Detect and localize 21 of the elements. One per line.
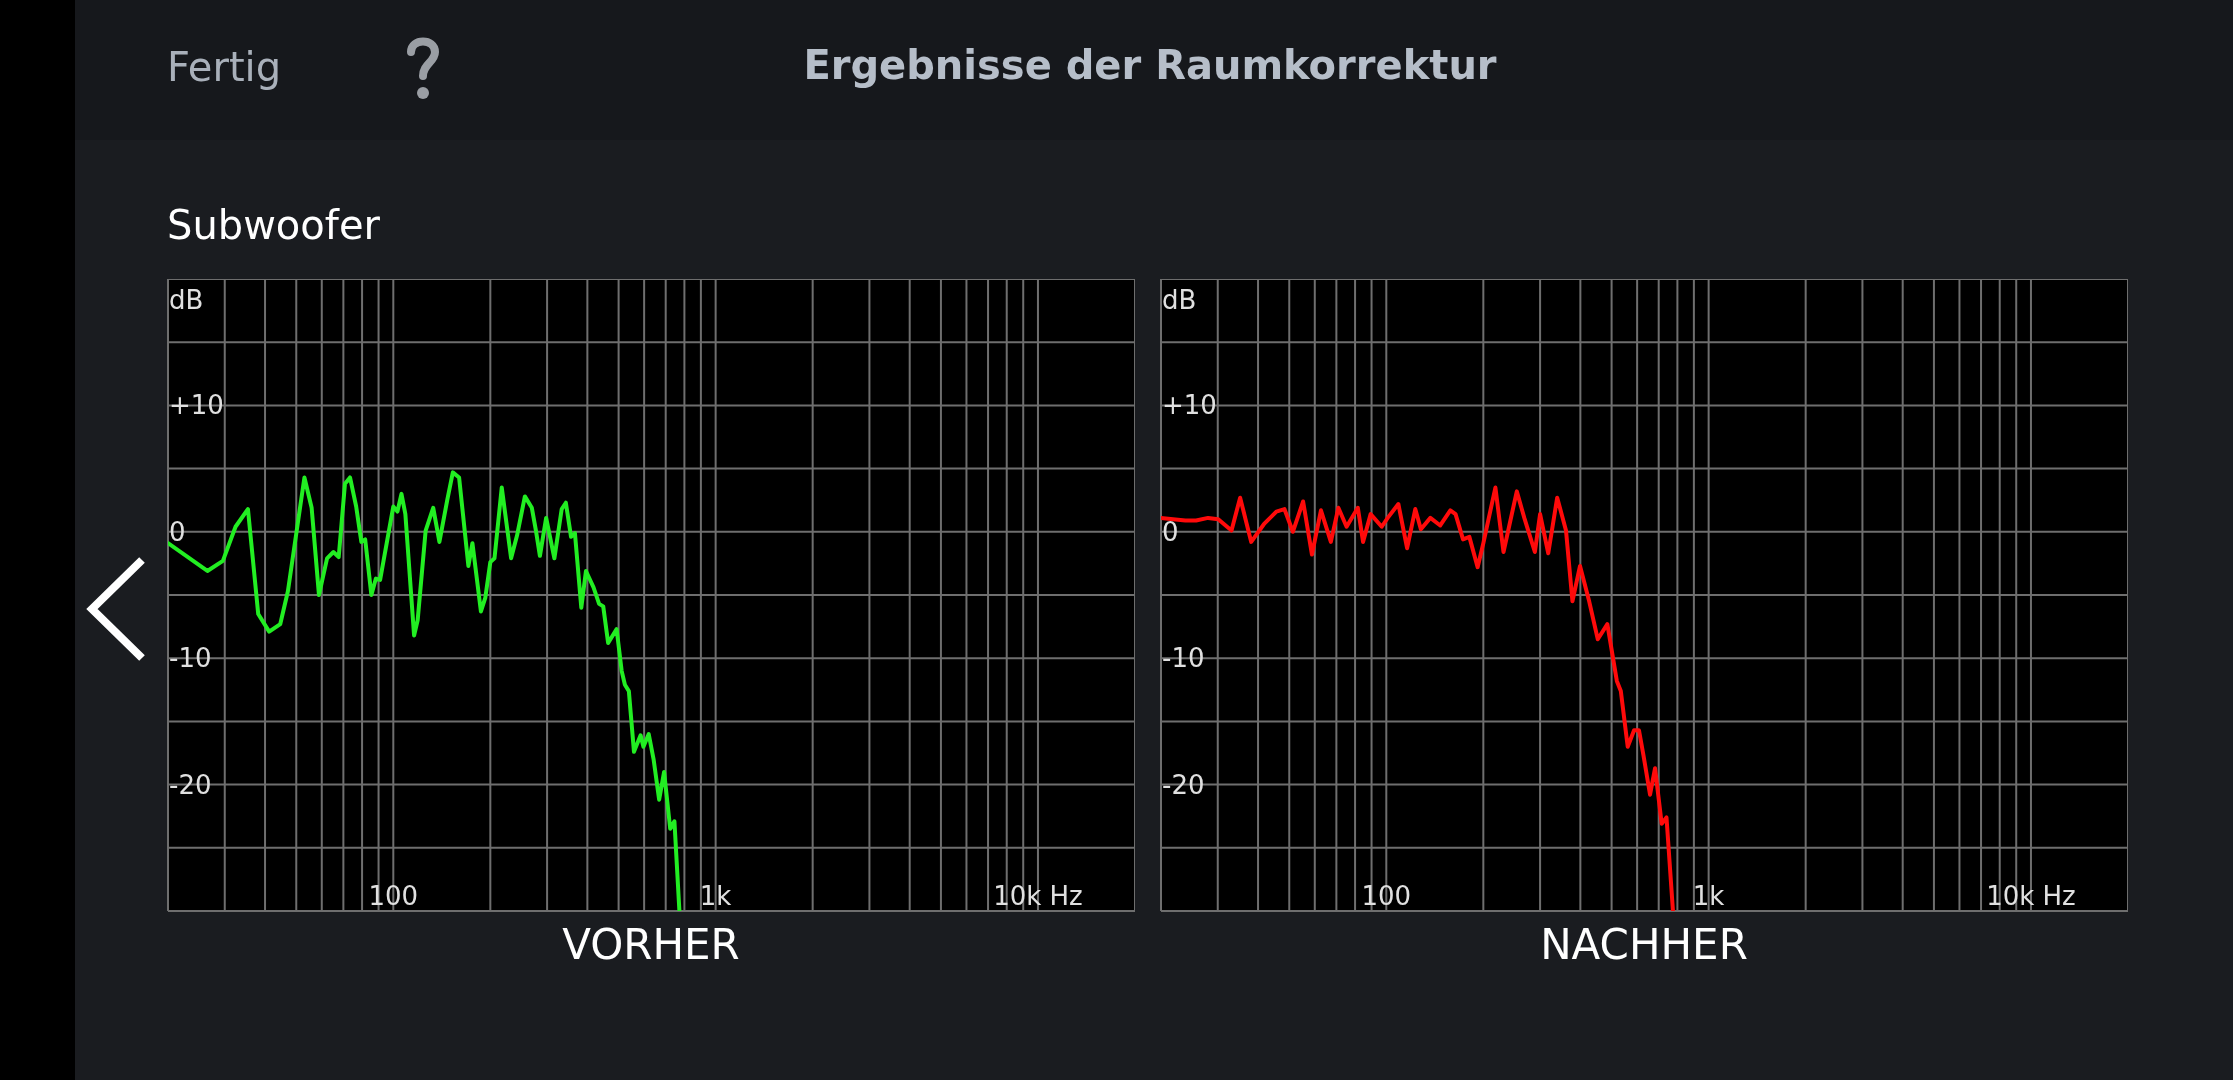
y-tick-label: +10 — [1162, 390, 1217, 421]
x-axis-title: NACHHER — [1539, 920, 1749, 969]
x-tick-label: 100 — [368, 881, 419, 911]
y-tick-label: 0 — [169, 516, 186, 547]
y-tick-label: -10 — [1162, 643, 1205, 674]
y-axis-title: dB — [169, 285, 204, 315]
y-tick-label: -20 — [1162, 769, 1205, 800]
y-tick-label: -10 — [169, 643, 212, 674]
y-tick-label: -20 — [169, 769, 212, 800]
x-tick-label: 1k — [699, 881, 732, 911]
text: Fertig — [167, 44, 282, 90]
y-axis-title: dB — [1162, 285, 1197, 315]
y-tick-label: +10 — [169, 390, 224, 421]
chart-subtitle: Subwoofer — [167, 202, 380, 248]
x-tick-label: 100 — [1361, 881, 1412, 911]
x-tick-label: 10k Hz — [1986, 881, 2076, 911]
x-tick-label: 10k Hz — [993, 881, 1083, 911]
chart-title: Ergebnisse der Raumkorrektur — [802, 42, 1498, 88]
x-axis-title: VORHER — [561, 920, 741, 969]
y-tick-label: 0 — [1162, 516, 1179, 547]
x-tick-label: 1k — [1692, 881, 1725, 911]
